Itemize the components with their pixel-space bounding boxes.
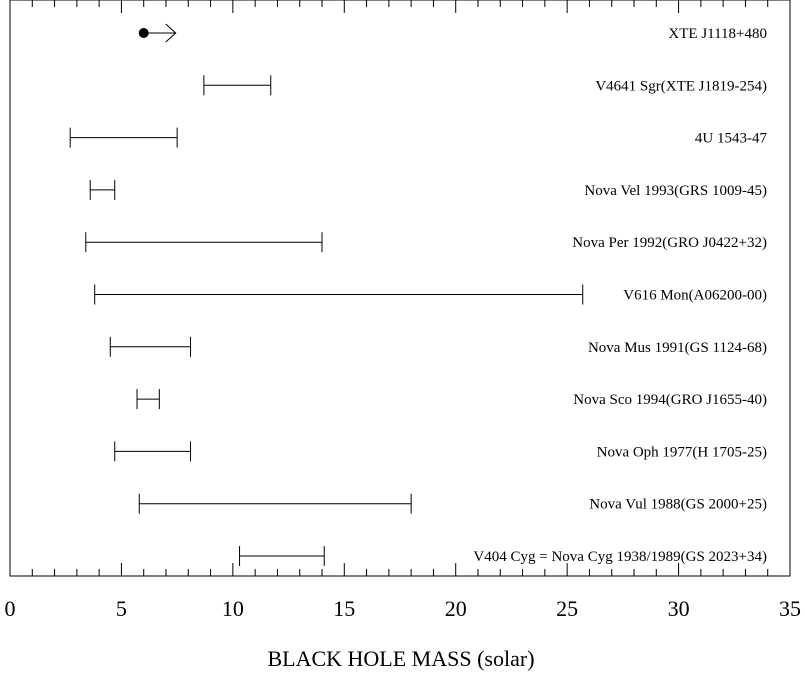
x-tick-label: 35	[779, 596, 801, 621]
x-axis-title: BLACK HOLE MASS (solar)	[267, 646, 534, 671]
source-label: Nova Per 1992(GRO J0422+32)	[572, 235, 767, 251]
mass-range-2	[69, 127, 178, 148]
source-label: XTE J1118+480	[668, 26, 767, 42]
x-tick-label: 20	[445, 596, 467, 621]
x-tick-label: 5	[116, 596, 127, 621]
source-label: Nova Vel 1993(GRS 1009-45)	[584, 183, 767, 199]
source-labels: XTE J1118+480 V4641 Sgr(XTE J1819-254) 4U …	[473, 26, 767, 565]
source-label: Nova Oph 1977(H 1705-25)	[597, 444, 767, 460]
x-tick-label: 10	[222, 596, 244, 621]
mass-range-4	[85, 232, 323, 253]
source-label: Nova Mus 1991(GS 1124-68)	[588, 340, 767, 356]
mass-range-8	[114, 441, 192, 462]
source-label: 4U 1543-47	[695, 131, 768, 147]
source-label: V4641 Sgr(XTE J1819-254)	[595, 78, 767, 94]
source-label: V616 Mon(A06200-00)	[623, 288, 767, 304]
x-tick-label: 15	[333, 596, 355, 621]
mass-range-3	[89, 179, 116, 200]
mass-range-9	[138, 493, 412, 514]
x-tick-label: 30	[668, 596, 690, 621]
mass-range-0	[138, 23, 177, 43]
x-tick-label: 25	[556, 596, 578, 621]
source-label: Nova Sco 1994(GRO J1655-40)	[573, 392, 767, 408]
lower-limit-arrow	[165, 23, 177, 43]
mass-range-6	[109, 336, 192, 357]
mass-range-5	[94, 284, 584, 305]
source-label: Nova Vul 1988(GS 2000+25)	[589, 497, 767, 513]
mass-range-1	[203, 75, 272, 96]
lower-limit-point	[138, 28, 149, 38]
x-axis-ticks	[9, 0, 791, 576]
mass-range-10	[239, 546, 325, 566]
mass-range-marks	[69, 23, 584, 566]
source-label: V404 Cyg = Nova Cyg 1938/1989(GS 2023+34…	[473, 549, 767, 565]
mass-range-7	[136, 389, 160, 410]
x-tick-label: 0	[5, 596, 16, 621]
x-tick-labels: 0 5 10 15 20 25 30 35	[5, 596, 802, 621]
plot-frame	[9, 0, 791, 577]
